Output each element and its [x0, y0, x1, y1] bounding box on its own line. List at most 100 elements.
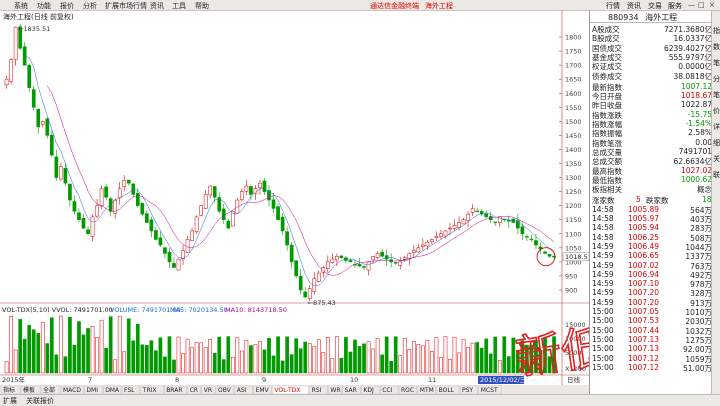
indicator-tab[interactable]: 模板 — [23, 386, 35, 394]
indicator-tab[interactable]: TRIX — [142, 387, 157, 394]
candle-body — [81, 218, 86, 229]
tick-time: 15:00 — [592, 344, 614, 354]
volume-bar — [117, 315, 122, 374]
menu-help[interactable]: 帮助 — [195, 2, 209, 10]
index-stat-row-label: 指数笔涨 — [592, 138, 622, 148]
volume-bar — [140, 344, 145, 374]
menu-analysis[interactable]: 分析 — [83, 2, 97, 10]
indicator-tab[interactable]: RSI — [312, 387, 322, 394]
indicator-tab[interactable]: BRAR — [166, 387, 182, 394]
volume-bar — [339, 357, 344, 374]
tab-extended[interactable]: 扩展 — [3, 397, 17, 405]
vertical-tab[interactable]: 详 — [713, 123, 720, 131]
date-label: 10 — [350, 376, 358, 384]
vertical-tab[interactable]: 笔 — [713, 59, 720, 67]
indicator-tab[interactable]: OBV — [218, 387, 232, 394]
indicator-tab[interactable]: KDJ — [363, 387, 374, 394]
indicator-tab[interactable]: VOL-TDX — [274, 387, 300, 394]
menu-tools[interactable]: 工具 — [172, 2, 186, 10]
candle-body — [285, 231, 289, 246]
volume-bar — [493, 336, 498, 374]
kline-chart-area[interactable]: 海外工程(日线 前复权) 1800 1750 1700 1650 1600 1550 1500… — [0, 11, 589, 394]
volume-bar — [86, 328, 90, 374]
tick-volume: 1275万 — [685, 335, 712, 345]
candle-body — [4, 78, 9, 86]
tick-price: 1007.20 — [628, 297, 660, 307]
candle-body — [475, 210, 479, 213]
indicator-tab[interactable]: CR — [190, 387, 198, 394]
indicator-tab[interactable]: VR — [204, 387, 212, 394]
menu-function[interactable]: 功能 — [37, 2, 51, 10]
menu-quote[interactable]: 报价 — [60, 2, 74, 10]
tick-price: 1007.44 — [628, 325, 660, 335]
indicator-tab[interactable]: ROC — [401, 387, 414, 394]
volume-axis-label: 10000 — [565, 335, 586, 343]
indicator-tab[interactable]: 指标 — [3, 386, 15, 394]
tab-news[interactable]: 资讯 — [627, 2, 641, 10]
candle-body — [86, 229, 90, 235]
volume-header-volume: VOLUME: 7491701.00 — [110, 306, 181, 314]
indicator-tab[interactable]: CCI — [382, 387, 392, 394]
indicator-tab[interactable]: FSL — [124, 387, 135, 394]
tab-trade[interactable]: 交易 — [648, 2, 662, 10]
vertical-tab[interactable]: 联 — [713, 171, 720, 179]
vertical-tab[interactable]: 分 — [713, 75, 720, 83]
minimize-icon[interactable]: — — [688, 1, 695, 9]
tick-volume: 913万 — [690, 298, 712, 308]
volume-bar — [163, 356, 167, 374]
volume-bar — [294, 338, 298, 374]
indicator-tab[interactable]: DMI — [86, 387, 98, 394]
tick-price: 1007.13 — [628, 334, 660, 344]
price-axis-label: 1000 — [565, 258, 582, 266]
indicator-tab[interactable]: BOLL — [439, 387, 455, 394]
turnover-row: 基金成交 555.9797亿 — [590, 52, 712, 62]
candle-body — [439, 233, 443, 237]
indicator-tab[interactable]: ASI — [237, 387, 247, 394]
indicator-tab[interactable]: MTM — [420, 387, 434, 394]
turnover-row: B股成交 16.0337亿 — [590, 33, 712, 43]
vertical-tab[interactable]: 细 — [713, 139, 720, 147]
volume-bar — [221, 359, 226, 374]
vertical-tab[interactable]: 价 — [713, 107, 720, 115]
close-icon[interactable]: × — [709, 1, 715, 9]
tab-service[interactable]: 服务 — [668, 2, 682, 10]
vertical-tab[interactable]: 关 — [713, 155, 720, 163]
turnover-row-label: 权证成交 — [592, 62, 622, 72]
tick-volume: 1010万 — [685, 308, 712, 317]
candle-body — [416, 247, 421, 253]
indicator-tab[interactable]: MCST — [481, 387, 498, 394]
tick-row: 15:00 1007.53 2030万 — [590, 316, 712, 326]
kline-chart[interactable]: 海外工程(日线 前复权) 1800 1750 1700 1650 1600 1550 1500… — [0, 11, 589, 394]
tab-related-quotes[interactable]: 关联报价 — [26, 397, 54, 405]
vertical-tab[interactable]: 指 — [713, 27, 720, 35]
indicator-tab[interactable]: 全部 — [43, 386, 55, 394]
indicator-tab[interactable]: PSY — [462, 387, 473, 394]
index-stat-row-label: 最高指数 — [592, 166, 622, 176]
tick-volume: 328万 — [690, 289, 712, 299]
indicator-tab[interactable]: SAR — [345, 387, 357, 394]
indicator-tab-bg — [163, 385, 187, 394]
indicator-tab[interactable]: EMV — [256, 387, 270, 394]
vertical-tab[interactable]: 数 — [713, 43, 720, 51]
price-axis-label: 1400 — [565, 146, 582, 154]
volume-bar — [457, 352, 461, 374]
index-stat-row-value: 7491701 — [678, 146, 712, 156]
volume-bar — [529, 344, 534, 374]
price-axis-label: 1050 — [565, 244, 582, 252]
candle-body — [516, 220, 520, 229]
menu-extended-market[interactable]: 扩展市场行情 — [105, 2, 147, 10]
panel-header: 880934 海外工程 — [590, 11, 720, 23]
tick-price: 1006.94 — [628, 269, 660, 279]
indicator-tab[interactable]: MACD — [63, 387, 81, 394]
volume-bar — [511, 337, 516, 374]
tab-market[interactable]: 行情 — [606, 2, 620, 10]
maximize-icon[interactable]: □ — [698, 1, 705, 9]
menu-news[interactable]: 资讯 — [150, 2, 164, 10]
candle-body — [27, 64, 32, 88]
indicator-tab[interactable]: DMA — [105, 387, 120, 394]
indicator-tab[interactable]: WR — [330, 387, 340, 394]
tick-time: 14:59 — [592, 279, 614, 289]
vertical-tab[interactable]: 笔 — [713, 91, 720, 99]
menu-system[interactable]: 系统 — [14, 2, 28, 10]
candle-body — [534, 240, 538, 246]
